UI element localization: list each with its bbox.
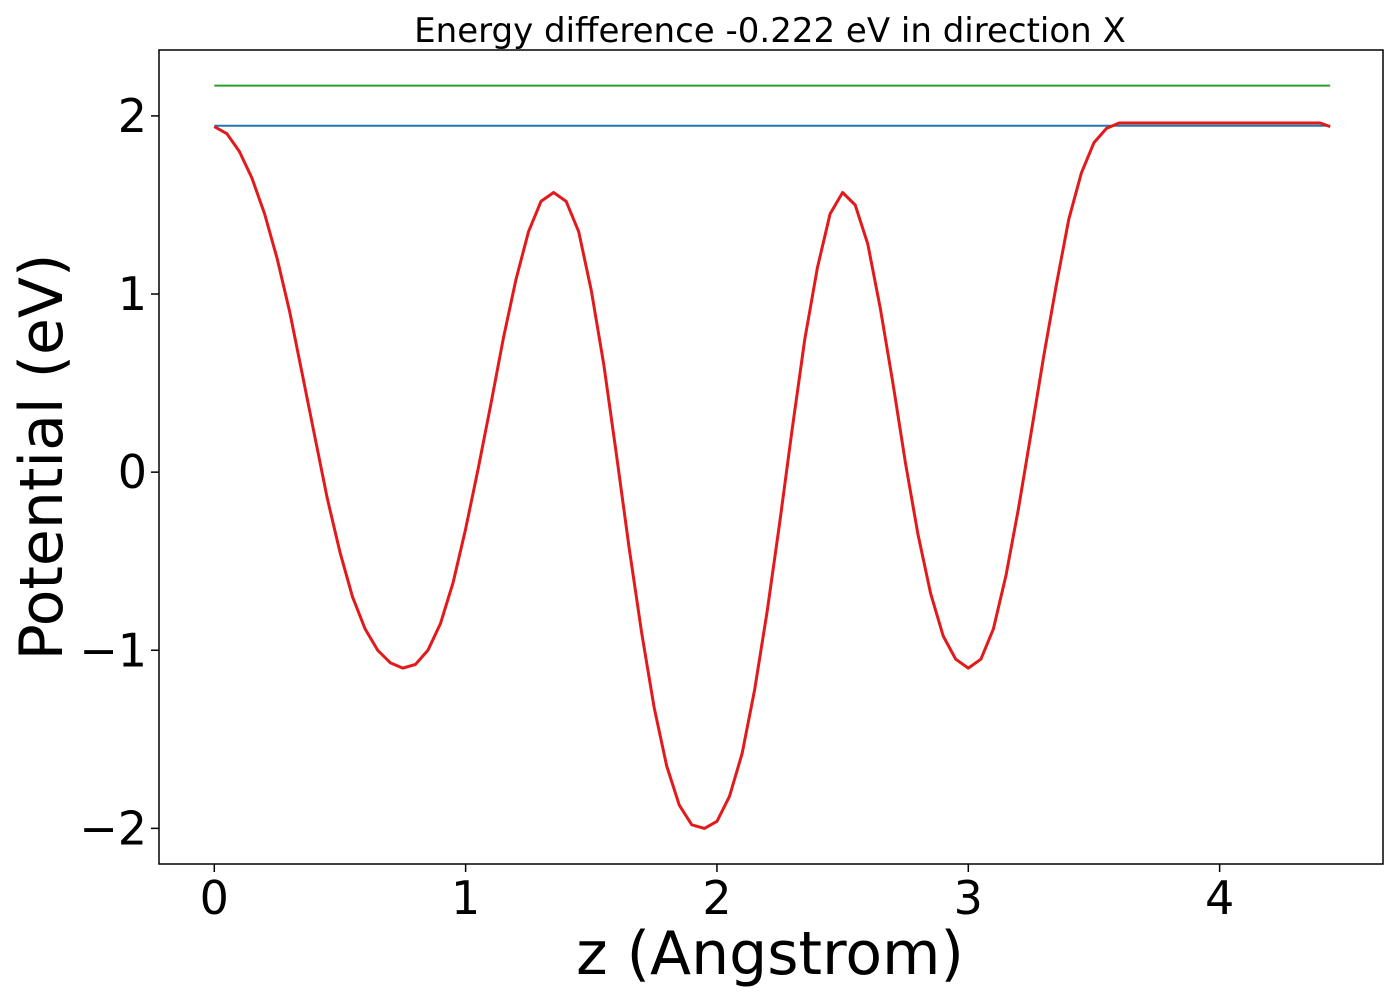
y-tick-label: 1 bbox=[118, 267, 147, 321]
plot-frame bbox=[158, 49, 1384, 865]
x-tick-label: 4 bbox=[1205, 871, 1234, 925]
series-line-2 bbox=[213, 121, 1331, 830]
x-tick-label: 1 bbox=[451, 871, 480, 925]
y-axis-label: Potential (eV) bbox=[7, 254, 77, 661]
x-tick-label: 0 bbox=[200, 871, 229, 925]
y-tick-label: −2 bbox=[79, 801, 147, 855]
y-axis-ticks: −2 −1 0 1 2 bbox=[79, 89, 159, 855]
chart-title: Energy difference -0.222 eV in direction… bbox=[414, 11, 1126, 51]
y-tick-label: 0 bbox=[118, 445, 147, 499]
y-tick-label: −1 bbox=[79, 623, 147, 677]
y-tick-label: 2 bbox=[118, 89, 147, 143]
series-layer bbox=[213, 84, 1331, 830]
x-tick-label: 3 bbox=[954, 871, 983, 925]
x-axis-ticks: 0 1 2 3 4 bbox=[200, 864, 1234, 925]
x-axis-label: z (Angstrom) bbox=[576, 919, 964, 989]
x-tick-label: 2 bbox=[702, 871, 731, 925]
